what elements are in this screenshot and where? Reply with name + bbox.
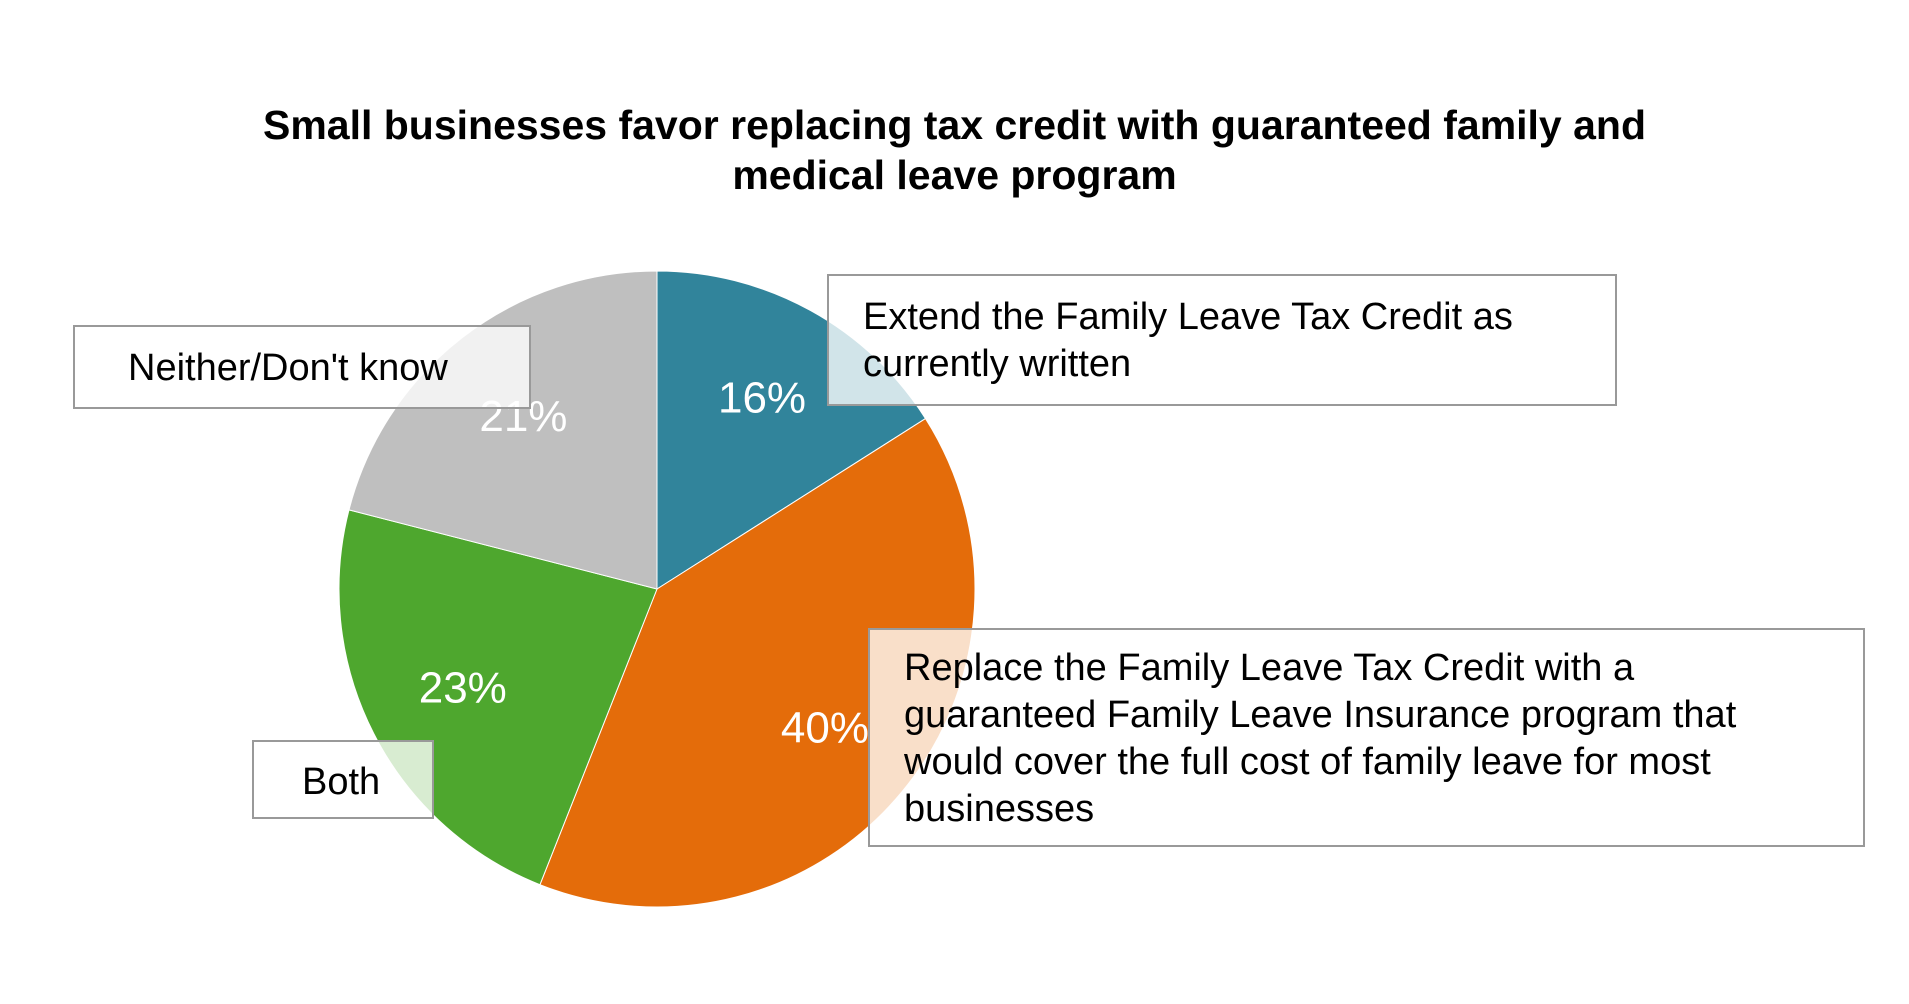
callout-neither-text: Neither/Don't know xyxy=(128,347,448,389)
chart-title: Small businesses favor replacing tax cre… xyxy=(0,100,1909,200)
slice-value-label-2: 23% xyxy=(419,663,507,712)
chart-title-line2: medical leave program xyxy=(732,152,1177,198)
callout-both: Both xyxy=(252,740,434,819)
callout-replace-line2: guaranteed Family Leave Insurance progra… xyxy=(904,694,1737,736)
callout-extend: Extend the Family Leave Tax Credit as cu… xyxy=(827,274,1617,406)
callout-replace-line1: Replace the Family Leave Tax Credit with… xyxy=(904,647,1635,689)
callout-extend-line1: Extend the Family Leave Tax Credit as xyxy=(863,296,1513,338)
callout-replace-line4: businesses xyxy=(904,788,1095,830)
slice-value-label-1: 40% xyxy=(781,703,869,752)
callout-replace: Replace the Family Leave Tax Credit with… xyxy=(868,628,1865,847)
callout-both-text: Both xyxy=(302,761,381,803)
slice-value-label-0: 16% xyxy=(718,373,806,422)
callout-extend-line2: currently written xyxy=(863,343,1132,385)
chart-title-line1: Small businesses favor replacing tax cre… xyxy=(262,102,1647,148)
callout-neither: Neither/Don't know xyxy=(73,325,531,409)
callout-replace-line3: would cover the full cost of family leav… xyxy=(904,741,1711,783)
